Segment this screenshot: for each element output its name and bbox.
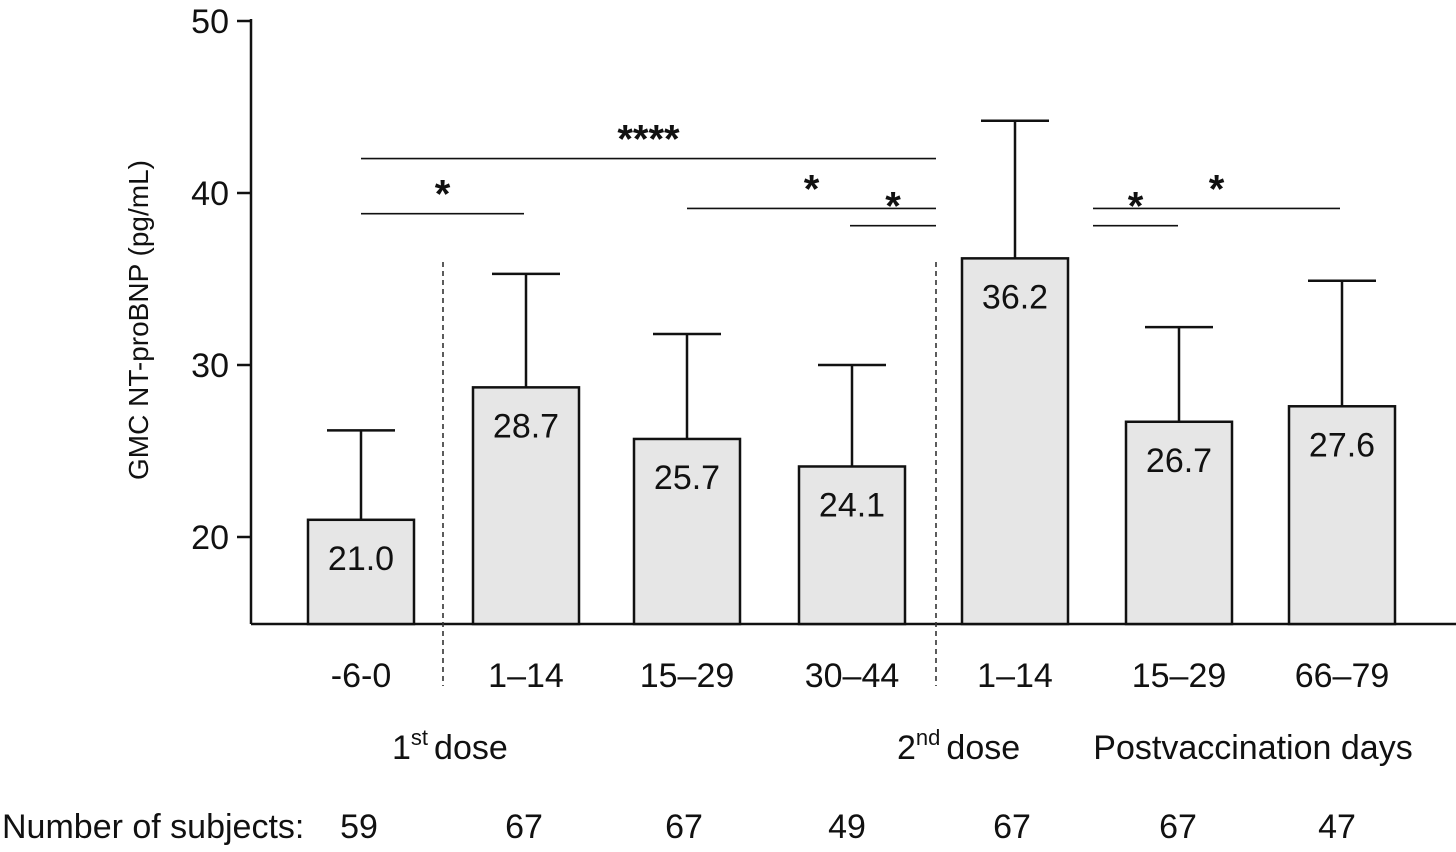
y-tick-label: 50 (191, 3, 229, 41)
subjects-label: Number of subjects: (2, 808, 304, 846)
category-label: 30–44 (805, 657, 900, 695)
y-axis-label: GMC NT-proBNP (pg/mL) (123, 160, 154, 480)
significance-marker: * (1128, 185, 1144, 229)
category-label: 15–29 (1132, 657, 1227, 695)
bar-value-label: 24.1 (819, 486, 885, 524)
bar-value-label: 21.0 (328, 540, 394, 578)
subject-count: 67 (505, 808, 543, 846)
significance-brackets: ***** * * ** (361, 118, 1340, 229)
second-dose-label: 2nd dose (897, 725, 1020, 767)
axes: 20 30 40 50 (191, 3, 1456, 626)
subject-count: 67 (993, 808, 1031, 846)
y-tick-label: 20 (191, 519, 229, 557)
significance-marker: * (885, 185, 901, 229)
significance-marker: * (1209, 167, 1225, 211)
significance-marker: * (435, 173, 451, 217)
y-tick-label: 40 (191, 175, 229, 213)
bar (797, 465, 907, 626)
subject-counts: 59 67 67 49 67 67 47 (340, 808, 1356, 846)
postvaccination-days-label: Postvaccination days (1093, 729, 1412, 767)
subject-count: 47 (1318, 808, 1356, 846)
bar-value-label: 25.7 (654, 459, 720, 497)
bar (306, 518, 416, 626)
first-dose-label: 1st dose (392, 725, 508, 767)
bar-value-label: 28.7 (493, 407, 559, 445)
subject-count: 49 (828, 808, 866, 846)
bar-value-label: 27.6 (1309, 426, 1375, 464)
category-labels: -6-0 1–14 15–29 30–44 1–14 15–29 66–79 (331, 657, 1390, 695)
category-label: 66–79 (1295, 657, 1390, 695)
category-label: 1–14 (977, 657, 1053, 695)
bar (1287, 405, 1397, 626)
category-label: 15–29 (640, 657, 735, 695)
bar (632, 437, 742, 626)
y-tick-label: 30 (191, 347, 229, 385)
bar-value-label: 36.2 (982, 278, 1048, 316)
subject-count: 67 (665, 808, 703, 846)
bar (1124, 420, 1234, 626)
subject-count: 67 (1159, 808, 1197, 846)
bar (471, 386, 581, 626)
bar (960, 257, 1070, 626)
significance-marker: * (804, 167, 820, 211)
dose-separators (442, 262, 937, 686)
bars: 21.0 28.7 25.7 24.1 36.2 26.7 27.6 (306, 257, 1397, 626)
category-label: -6-0 (331, 657, 391, 695)
bar-value-label: 26.7 (1146, 442, 1212, 480)
error-bars (327, 119, 1376, 520)
category-label: 1–14 (488, 657, 564, 695)
significance-marker: **** (617, 118, 680, 162)
subject-count: 59 (340, 808, 378, 846)
